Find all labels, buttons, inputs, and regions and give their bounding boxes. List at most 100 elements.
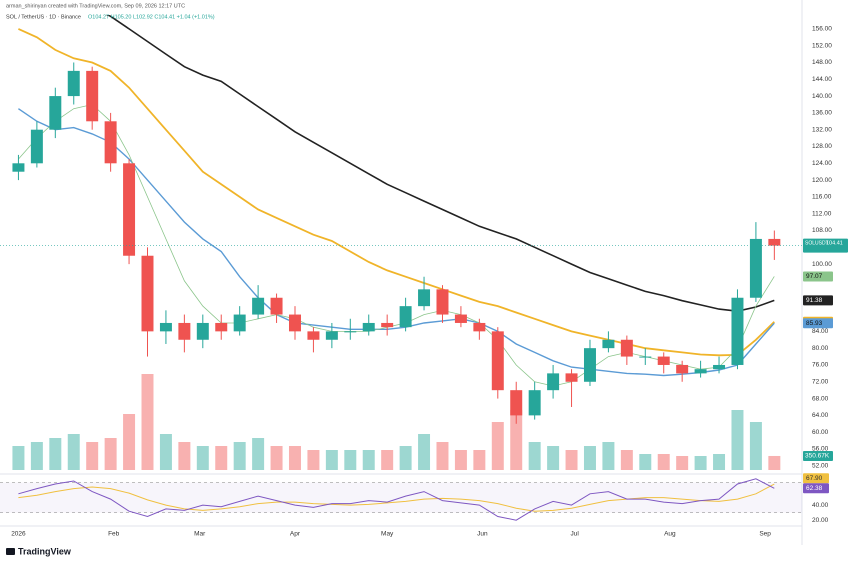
candle-body bbox=[12, 163, 25, 172]
candle-body bbox=[49, 96, 62, 130]
volume-bar bbox=[565, 450, 578, 470]
y-tick-label: 68.00 bbox=[812, 395, 829, 402]
candle-body bbox=[565, 373, 578, 382]
volume-bar bbox=[436, 442, 449, 470]
x-tick-label: Aug bbox=[664, 531, 676, 538]
volume-bar bbox=[325, 450, 338, 470]
y-tick-label: 72.00 bbox=[812, 378, 829, 385]
candle-body bbox=[344, 331, 357, 333]
volume-bar bbox=[30, 442, 43, 470]
candle-body bbox=[381, 322, 394, 328]
candle-body bbox=[436, 289, 449, 315]
volume-bar bbox=[141, 374, 154, 470]
ma-last-label: 97.07 bbox=[806, 273, 823, 280]
rsi-tick-label: 40.00 bbox=[812, 502, 829, 509]
volume-bar bbox=[528, 442, 541, 470]
y-tick-label: 64.00 bbox=[812, 412, 829, 419]
volume-bar bbox=[270, 446, 283, 470]
candle-body bbox=[713, 364, 726, 370]
candle-body bbox=[694, 369, 707, 374]
y-tick-label: 152.00 bbox=[812, 42, 832, 49]
candle-body bbox=[454, 314, 467, 323]
y-tick-label: 108.00 bbox=[812, 227, 832, 234]
volume-bar bbox=[602, 442, 615, 470]
candle-body bbox=[123, 163, 136, 256]
volume-bar bbox=[583, 446, 596, 470]
y-tick-label: 60.00 bbox=[812, 429, 829, 436]
volume-bar bbox=[49, 438, 62, 470]
rsi-ma-badge-bg bbox=[803, 473, 829, 484]
y-tick-label: 124.00 bbox=[812, 160, 832, 167]
volume-bar bbox=[454, 450, 467, 470]
candle-body bbox=[288, 314, 301, 332]
rsi-badge-bg bbox=[803, 483, 829, 494]
candle-body bbox=[657, 356, 670, 365]
y-tick-label: 144.00 bbox=[812, 76, 832, 83]
candle-body bbox=[731, 297, 744, 365]
volume-last-label: 350.67K bbox=[805, 453, 830, 460]
volume-bar bbox=[12, 446, 25, 470]
volume-bar bbox=[196, 446, 209, 470]
rsi-line bbox=[18, 478, 775, 521]
candle-body bbox=[196, 322, 209, 340]
moving-average bbox=[18, 28, 775, 357]
y-tick-label: 56.00 bbox=[812, 446, 829, 453]
candle-body bbox=[252, 297, 265, 315]
candle-body bbox=[215, 322, 228, 332]
candle-body bbox=[491, 331, 504, 391]
candle-body bbox=[362, 322, 375, 332]
y-tick-label: 128.00 bbox=[812, 143, 832, 150]
candle-body bbox=[620, 339, 633, 357]
y-tick-label: 132.00 bbox=[812, 126, 832, 133]
volume-bar bbox=[215, 446, 228, 470]
volume-bar bbox=[252, 438, 265, 470]
candle-body bbox=[639, 356, 652, 358]
y-tick-label: 112.00 bbox=[812, 210, 832, 217]
candle-body bbox=[86, 70, 99, 122]
price-badge-bg bbox=[803, 238, 848, 253]
x-tick-label: Mar bbox=[194, 531, 206, 538]
ma-last-label: 91.38 bbox=[806, 297, 823, 304]
candle-body bbox=[30, 129, 43, 164]
candle-body bbox=[602, 339, 615, 349]
candle-body bbox=[325, 331, 338, 340]
y-tick-label: 116.00 bbox=[812, 194, 832, 201]
y-tick-label: 76.00 bbox=[812, 362, 829, 369]
price-pane bbox=[12, 15, 781, 470]
ma-last-label-bg bbox=[803, 295, 833, 306]
volume-bar bbox=[399, 446, 412, 470]
candle-body bbox=[307, 331, 320, 340]
y-tick-label: 120.00 bbox=[812, 177, 832, 184]
volume-bar bbox=[344, 450, 357, 470]
candle-body bbox=[528, 390, 541, 416]
x-tick-label: Feb bbox=[108, 531, 120, 538]
volume-bar bbox=[381, 450, 394, 470]
volume-bar bbox=[694, 456, 707, 470]
ma-last-label: 85.93 bbox=[806, 320, 823, 327]
x-tick-label: Jul bbox=[570, 531, 579, 538]
moving-average bbox=[105, 15, 775, 313]
volume-bar bbox=[104, 438, 117, 470]
y-tick-label: 156.00 bbox=[812, 26, 832, 33]
volume-bar bbox=[418, 434, 431, 470]
y-tick-label: 148.00 bbox=[812, 59, 832, 66]
candle-body bbox=[233, 314, 246, 332]
volume-bar bbox=[86, 442, 99, 470]
volume-bar bbox=[233, 442, 246, 470]
x-tick-label: 2026 bbox=[11, 531, 26, 538]
x-tick-label: May bbox=[381, 531, 394, 538]
x-tick-label: Jun bbox=[477, 531, 488, 538]
author-line: arman_shirinyan created with TradingView… bbox=[6, 3, 185, 9]
candle-body bbox=[473, 322, 486, 332]
candle-body bbox=[583, 348, 596, 382]
volume-bar bbox=[159, 434, 172, 470]
rsi-ma-line bbox=[18, 483, 775, 512]
volume-bar bbox=[639, 454, 652, 470]
volume-bar bbox=[768, 455, 781, 470]
volume-bar bbox=[178, 442, 191, 470]
volume-bar bbox=[620, 450, 633, 470]
volume-bar bbox=[749, 422, 762, 470]
volume-bar bbox=[473, 450, 486, 470]
candle-body bbox=[159, 322, 172, 332]
